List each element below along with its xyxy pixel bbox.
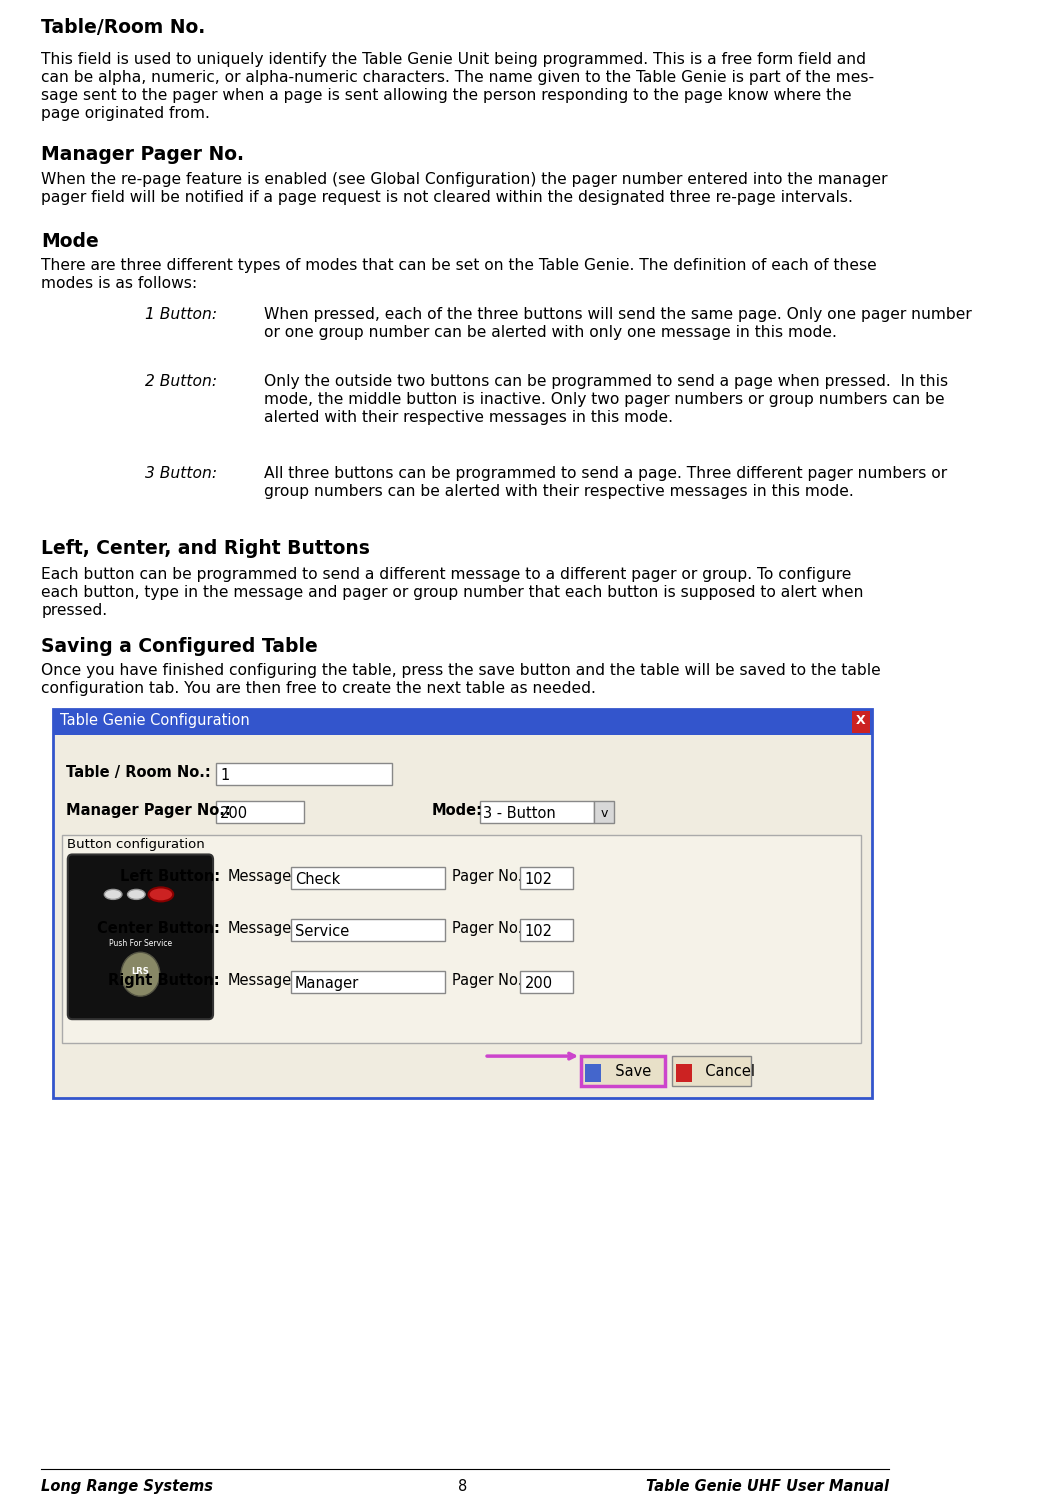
- Text: Message:: Message:: [227, 921, 296, 936]
- Text: Button configuration: Button configuration: [67, 839, 205, 851]
- Text: Left Button:: Left Button:: [120, 869, 220, 884]
- Text: 1: 1: [220, 767, 229, 782]
- FancyBboxPatch shape: [852, 710, 870, 733]
- Text: Push For Service: Push For Service: [109, 939, 172, 948]
- FancyBboxPatch shape: [215, 800, 304, 822]
- Text: 102: 102: [524, 924, 553, 939]
- FancyBboxPatch shape: [520, 920, 573, 941]
- FancyBboxPatch shape: [62, 834, 861, 1043]
- Text: LRS: LRS: [131, 968, 149, 977]
- FancyBboxPatch shape: [585, 1064, 601, 1082]
- Text: Mode: Mode: [41, 232, 99, 250]
- FancyBboxPatch shape: [672, 1056, 751, 1086]
- Text: When the re-page feature is enabled (see Global Configuration) the pager number : When the re-page feature is enabled (see…: [41, 172, 888, 187]
- Text: 1 Button:: 1 Button:: [145, 307, 218, 322]
- Text: Table / Room No.:: Table / Room No.:: [66, 764, 211, 779]
- Text: each button, type in the message and pager or group number that each button is s: each button, type in the message and pag…: [41, 584, 864, 601]
- Text: or one group number can be alerted with only one message in this mode.: or one group number can be alerted with …: [264, 325, 837, 340]
- Text: This field is used to uniquely identify the Table Genie Unit being programmed. T: This field is used to uniquely identify …: [41, 52, 866, 67]
- Text: Left, Center, and Right Buttons: Left, Center, and Right Buttons: [41, 539, 370, 559]
- FancyBboxPatch shape: [67, 854, 213, 1019]
- Text: Manager: Manager: [295, 977, 359, 992]
- Text: Check: Check: [295, 872, 341, 887]
- Text: Pager No.:: Pager No.:: [452, 921, 527, 936]
- Text: Pager No.:: Pager No.:: [452, 869, 527, 884]
- Ellipse shape: [104, 890, 122, 899]
- Ellipse shape: [127, 890, 145, 899]
- Text: pager field will be notified if a page request is not cleared within the designa: pager field will be notified if a page r…: [41, 190, 853, 205]
- Circle shape: [121, 953, 160, 996]
- Text: can be alpha, numeric, or alpha-numeric characters. The name given to the Table : can be alpha, numeric, or alpha-numeric …: [41, 70, 874, 85]
- Text: Table/Room No.: Table/Room No.: [41, 18, 206, 37]
- Text: 102: 102: [524, 872, 553, 887]
- FancyBboxPatch shape: [290, 971, 445, 993]
- Text: configuration tab. You are then free to create the next table as needed.: configuration tab. You are then free to …: [41, 680, 596, 695]
- Text: 2 Button:: 2 Button:: [145, 374, 218, 389]
- Text: mode, the middle button is inactive. Only two pager numbers or group numbers can: mode, the middle button is inactive. Onl…: [264, 392, 945, 407]
- Text: page originated from.: page originated from.: [41, 106, 210, 121]
- Text: Message:: Message:: [227, 869, 296, 884]
- Text: Save: Save: [605, 1064, 651, 1079]
- Text: Cancel: Cancel: [697, 1064, 756, 1079]
- Text: 200: 200: [220, 806, 248, 821]
- Text: When pressed, each of the three buttons will send the same page. Only one pager : When pressed, each of the three buttons …: [264, 307, 972, 322]
- FancyBboxPatch shape: [290, 867, 445, 890]
- Text: pressed.: pressed.: [41, 602, 107, 617]
- Text: Center Button:: Center Button:: [98, 921, 220, 936]
- Text: Pager No.:: Pager No.:: [452, 974, 527, 989]
- FancyBboxPatch shape: [53, 709, 871, 1098]
- FancyBboxPatch shape: [520, 867, 573, 890]
- Text: Manager Pager No.: Manager Pager No.: [41, 145, 245, 163]
- Text: All three buttons can be programmed to send a page. Three different pager number: All three buttons can be programmed to s…: [264, 466, 947, 481]
- FancyBboxPatch shape: [53, 709, 871, 734]
- FancyBboxPatch shape: [290, 920, 445, 941]
- FancyBboxPatch shape: [676, 1064, 692, 1082]
- FancyBboxPatch shape: [581, 1056, 664, 1086]
- Text: X: X: [857, 713, 866, 727]
- Text: Saving a Configured Table: Saving a Configured Table: [41, 637, 318, 656]
- Text: group numbers can be alerted with their respective messages in this mode.: group numbers can be alerted with their …: [264, 484, 853, 499]
- Text: 8: 8: [457, 1480, 467, 1495]
- Text: Only the outside two buttons can be programmed to send a page when pressed.  In : Only the outside two buttons can be prog…: [264, 374, 948, 389]
- Ellipse shape: [148, 887, 173, 902]
- Text: 200: 200: [524, 977, 553, 992]
- Text: There are three different types of modes that can be set on the Table Genie. The: There are three different types of modes…: [41, 258, 878, 273]
- Text: Table Genie Configuration: Table Genie Configuration: [60, 713, 250, 728]
- Text: modes is as follows:: modes is as follows:: [41, 276, 198, 291]
- Text: 3 Button:: 3 Button:: [145, 466, 218, 481]
- Text: Each button can be programmed to send a different message to a different pager o: Each button can be programmed to send a …: [41, 566, 851, 583]
- Text: Once you have finished configuring the table, press the save button and the tabl: Once you have finished configuring the t…: [41, 662, 881, 677]
- Text: Mode:: Mode:: [431, 803, 482, 818]
- Text: Manager Pager No.:: Manager Pager No.:: [66, 803, 231, 818]
- Text: Message:: Message:: [227, 974, 296, 989]
- FancyBboxPatch shape: [215, 762, 392, 785]
- Text: Long Range Systems: Long Range Systems: [41, 1480, 213, 1495]
- Text: Right Button:: Right Button:: [108, 974, 220, 989]
- Text: 3 - Button: 3 - Button: [483, 806, 556, 821]
- Text: Table Genie UHF User Manual: Table Genie UHF User Manual: [646, 1480, 889, 1495]
- Text: sage sent to the pager when a page is sent allowing the person responding to the: sage sent to the pager when a page is se…: [41, 88, 852, 103]
- FancyBboxPatch shape: [520, 971, 573, 993]
- Text: alerted with their respective messages in this mode.: alerted with their respective messages i…: [264, 410, 673, 425]
- FancyBboxPatch shape: [480, 800, 594, 822]
- FancyBboxPatch shape: [594, 800, 614, 822]
- Text: Service: Service: [295, 924, 349, 939]
- Text: v: v: [600, 806, 607, 819]
